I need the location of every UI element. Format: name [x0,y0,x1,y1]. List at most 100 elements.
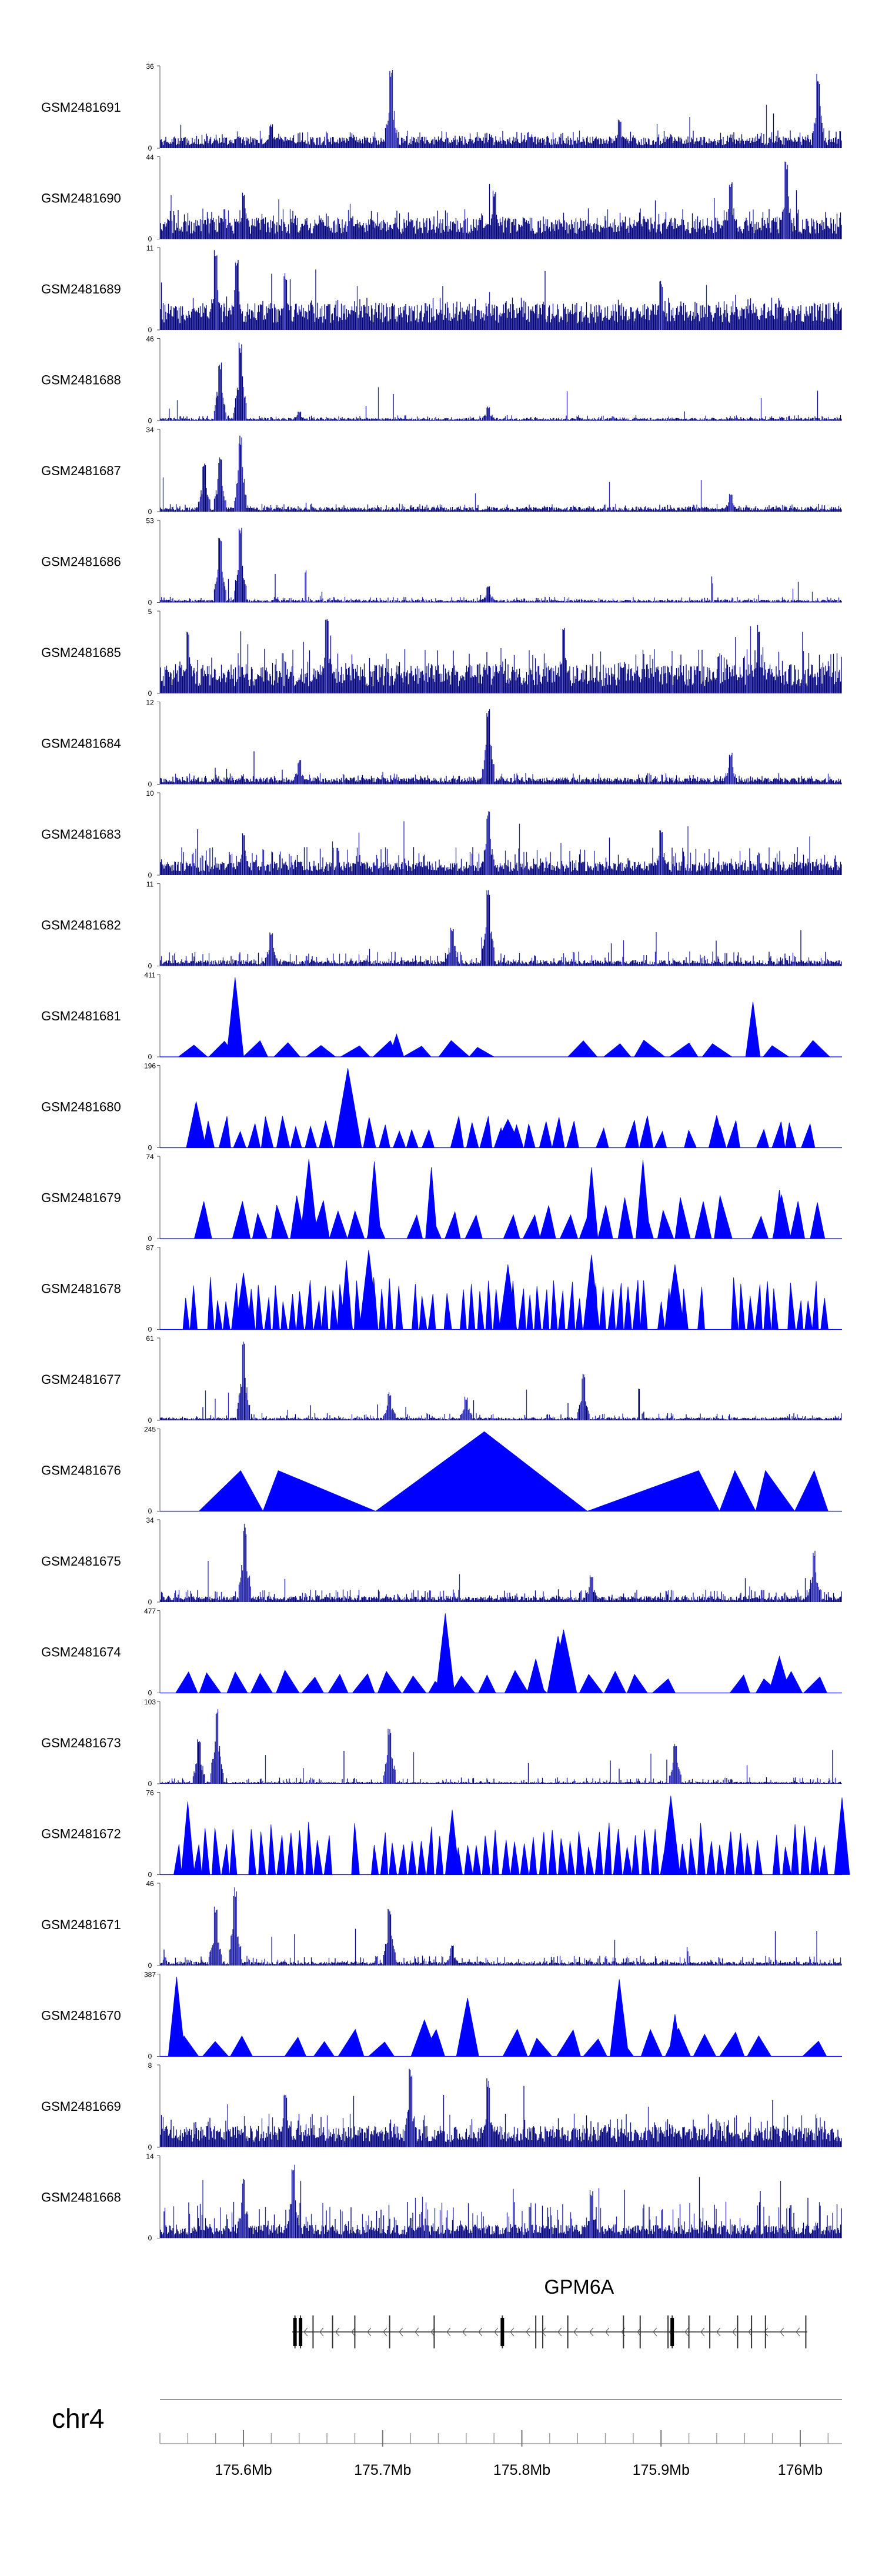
y-max-label: 14 [146,2153,154,2161]
y-min-label: 0 [148,599,152,607]
coverage-bars-light [205,1342,842,1420]
y-min-label: 0 [148,1144,152,1152]
coverage-bars [160,250,842,330]
track-GSM2481676: GSM2481676 245 0 [41,1426,842,1516]
y-min-label: 0 [148,1326,152,1334]
strand-arrow [367,2327,372,2337]
strand-arrow [700,2327,705,2337]
y-min-label: 0 [148,1689,152,1697]
coverage-bars-light [181,812,826,875]
track-label: GSM2481668 [41,2190,121,2205]
y-max-label: 34 [146,1516,154,1524]
track-GSM2481686: GSM2481686 53 0 [41,517,842,607]
coverage-bars [160,1714,842,1784]
track-label: GSM2481681 [41,1009,121,1023]
y-min-label: 0 [148,1961,152,1970]
strand-arrow [573,2327,578,2337]
coverage-bars [160,1343,841,1420]
track-label: GSM2481682 [41,918,121,933]
y-max-label: 46 [146,335,154,343]
y-min-label: 0 [148,2143,152,2151]
track-GSM2481683: GSM2481683 10 0 [41,789,842,879]
track-label: GSM2481669 [41,2099,121,2114]
track-label: GSM2481684 [41,736,121,751]
track-label: GSM2481677 [41,1372,121,1387]
strand-arrow [605,2327,610,2337]
strand-arrow [526,2327,530,2337]
strand-arrow [557,2327,562,2337]
strand-arrow [430,2327,435,2337]
coverage-bars [160,2068,842,2147]
coverage-bars [160,619,842,693]
track-GSM2481675: GSM2481675 34 0 [41,1516,842,1606]
y-min-label: 0 [148,871,152,879]
track-label: GSM2481685 [41,645,121,660]
coverage-bars [160,709,842,785]
coverage-area [186,1068,816,1148]
strand-arrow [748,2327,753,2337]
coverage-bars [160,2169,842,2238]
y-min-label: 0 [148,1780,152,1788]
track-label: GSM2481686 [41,555,121,569]
coverage-bars-light [162,1887,841,1966]
track-label: GSM2481672 [41,1827,121,1841]
axis-tick-label: 175.6Mb [215,2462,272,2478]
track-GSM2481687: GSM2481687 34 0 [41,426,842,516]
gene-label: GPM6A [544,2276,614,2298]
track-label: GSM2481679 [41,1190,121,1205]
track-label: GSM2481690 [41,191,121,206]
coverage-area [178,977,831,1057]
strand-arrow [399,2327,403,2337]
y-min-label: 0 [148,962,152,970]
y-max-label: 411 [144,971,155,979]
y-min-label: 0 [148,326,152,334]
y-min-label: 0 [148,1507,152,1516]
y-max-label: 34 [146,426,154,434]
gene-exon-coding [500,2318,505,2346]
strand-arrow [319,2327,324,2337]
track-GSM2481677: GSM2481677 61 0 [41,1334,842,1424]
y-min-label: 0 [148,1416,152,1424]
strand-arrow [780,2327,784,2337]
track-label: GSM2481689 [41,282,121,296]
track-GSM2481682: GSM2481682 11 0 [41,880,842,970]
y-min-label: 0 [148,1234,152,1243]
track-label: GSM2481671 [41,1917,121,1932]
y-min-label: 0 [148,1053,152,1061]
track-label: GSM2481687 [41,463,121,478]
coverage-bars-light [164,2164,833,2238]
y-min-label: 0 [148,1598,152,1606]
y-max-label: 12 [146,699,154,707]
coverage-bars [160,162,842,239]
coverage-area [193,1159,826,1239]
track-GSM2481668: GSM2481668 14 0 [41,2153,842,2243]
y-max-label: 61 [146,1334,154,1343]
coverage-bars-light [236,70,840,148]
gene-exon-coding [293,2318,297,2346]
track-label: GSM2481675 [41,1554,121,1569]
track-GSM2481674: GSM2481674 477 0 [41,1607,842,1697]
y-max-label: 10 [146,789,154,798]
coverage-bars-light [188,619,831,693]
coverage-bars [160,890,842,966]
track-GSM2481670: GSM2481670 387 0 [41,1971,842,2061]
coverage-bars-light [162,437,823,512]
coverage-area [182,1250,828,1330]
coverage-bars-light [215,255,707,330]
strand-arrow [494,2327,499,2337]
y-min-label: 0 [148,417,152,425]
y-max-label: 8 [148,2061,152,2070]
strand-arrow [716,2327,721,2337]
y-min-label: 0 [148,235,152,243]
y-max-label: 53 [146,517,154,525]
strand-arrow [796,2327,800,2337]
y-min-label: 0 [148,508,152,516]
y-min-label: 0 [148,144,152,152]
y-min-label: 0 [148,689,152,698]
coverage-bars [160,71,842,148]
coverage-area [198,1431,828,1511]
y-max-label: 103 [144,1698,156,1706]
track-GSM2481684: GSM2481684 12 0 [41,699,842,789]
coverage-bars [160,1527,842,1602]
